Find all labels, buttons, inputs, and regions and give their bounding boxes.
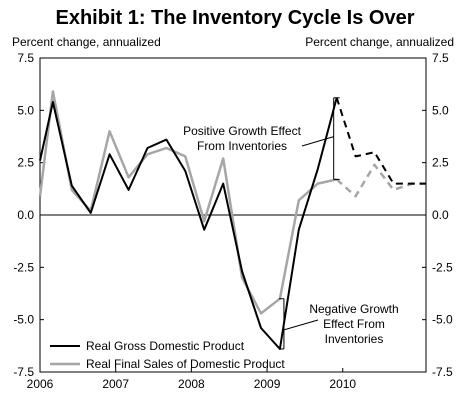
right-y-tick-label: -7.5 xyxy=(432,365,453,379)
right-y-tick-label: 5.0 xyxy=(432,103,449,117)
x-tick-label: 2006 xyxy=(27,377,54,391)
left-y-tick-label: -7.5 xyxy=(13,365,34,379)
left-y-tick-label: -5.0 xyxy=(13,313,34,327)
annotation-negative: Negative Growth Effect From Inventories xyxy=(278,298,399,350)
series-lines xyxy=(38,90,426,350)
chart-title: Exhibit 1: The Inventory Cycle Is Over xyxy=(55,7,414,29)
annotations: Positive Growth Effect From Inventories … xyxy=(183,97,399,350)
left-y-tick-label: 5.0 xyxy=(17,103,34,117)
left-y-tick-label: 2.5 xyxy=(17,156,34,170)
x-ticks: 2006 2007 2008 2009 2010 xyxy=(27,368,356,391)
annotation-positive: Positive Growth Effect From Inventories xyxy=(183,97,340,180)
right-y-tick-label: 0.0 xyxy=(432,208,449,222)
gdp-forecast-line xyxy=(335,97,426,185)
right-y-ticks: 7.5 5.0 2.5 0.0 -2.5 -5.0 -7.5 xyxy=(422,51,453,379)
right-y-tick-label: 7.5 xyxy=(432,51,449,65)
right-y-tick-label: -2.5 xyxy=(432,260,453,274)
left-axis-label: Percent change, annualized xyxy=(12,35,161,49)
negative-leader-line xyxy=(283,319,319,331)
x-tick-label: 2008 xyxy=(178,377,205,391)
right-y-tick-label: 2.5 xyxy=(432,156,449,170)
left-y-tick-label: 7.5 xyxy=(17,51,34,65)
negative-annotation-line-2: Effect From xyxy=(323,317,385,331)
positive-annotation-line-1: Positive Growth Effect xyxy=(183,124,301,138)
right-y-tick-label: -5.0 xyxy=(432,313,453,327)
legend: Real Gross Domestic Product Real Final S… xyxy=(50,339,285,371)
x-tick-label: 2007 xyxy=(102,377,129,391)
x-tick-label: 2010 xyxy=(329,377,356,391)
gdp-actual-line xyxy=(39,97,338,350)
positive-leader-line xyxy=(301,136,334,147)
x-tick-label: 2009 xyxy=(254,377,281,391)
negative-annotation-line-3: Inventories xyxy=(325,332,384,346)
final-sales-forecast-line xyxy=(335,163,426,198)
left-y-ticks: 7.5 5.0 2.5 0.0 -2.5 -5.0 -7.5 xyxy=(13,51,44,379)
right-axis-label: Percent change, annualized xyxy=(305,35,454,49)
positive-annotation-line-2: From Inventories xyxy=(197,139,287,153)
legend-label-gdp: Real Gross Domestic Product xyxy=(86,339,245,353)
left-y-tick-label: -2.5 xyxy=(13,260,34,274)
left-y-tick-label: 0.0 xyxy=(17,208,34,222)
negative-annotation-line-1: Negative Growth xyxy=(309,302,398,316)
legend-label-final-sales: Real Final Sales of Domestic Product xyxy=(86,357,285,371)
